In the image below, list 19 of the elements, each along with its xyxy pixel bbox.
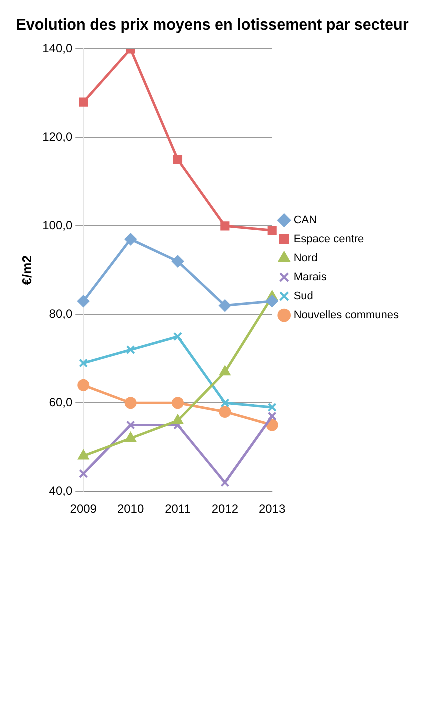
legend-label: Marais (294, 272, 328, 284)
y-tick-label: 120,0 (42, 130, 73, 144)
y-tick-label: 40,0 (49, 484, 73, 498)
x-tick-label: 2012 (212, 502, 239, 516)
legend-label: CAN (294, 214, 318, 227)
x-tick-label: 2010 (117, 502, 144, 516)
y-tick-label: 100,0 (42, 218, 73, 232)
legend-label: Sud (294, 290, 314, 303)
x-tick-label: 2013 (258, 502, 286, 516)
legend-label: Espace centre (294, 234, 364, 246)
legend-label: Nouvelles communes (294, 310, 400, 322)
y-tick-label: 80,0 (49, 306, 73, 321)
y-tick-label: 140,0 (42, 42, 73, 56)
y-axis-title: €/m2 (19, 256, 34, 286)
chart-title: Evolution des prix moyens en lotissement par secteur (16, 16, 409, 34)
x-tick-label: 2009 (70, 502, 98, 516)
x-tick-label: 2011 (165, 502, 192, 516)
legend-label: Nord (294, 252, 318, 265)
y-tick-label: 60,0 (49, 395, 73, 410)
